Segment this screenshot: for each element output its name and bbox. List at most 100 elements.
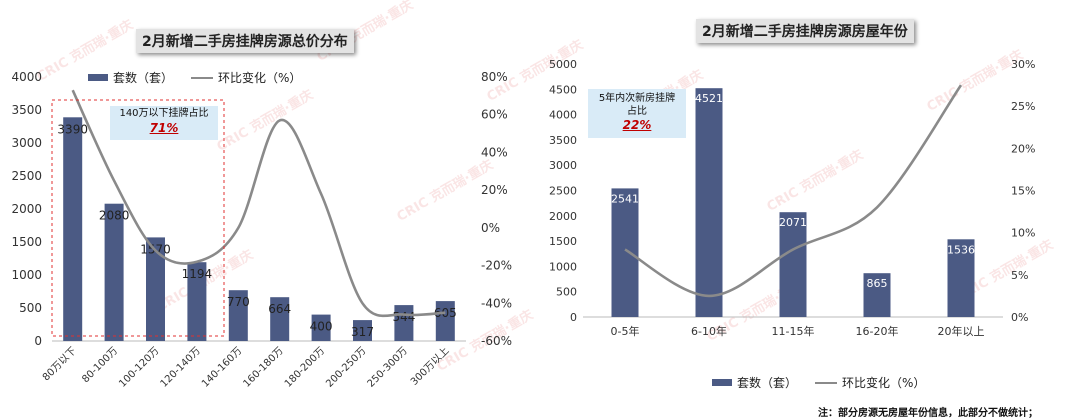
bar xyxy=(228,290,248,341)
y-tick-label: 3000 xyxy=(549,159,577,172)
bar-value-label: 1194 xyxy=(182,267,213,281)
bar-value-label: 664 xyxy=(268,302,291,316)
x-tick-label: 20年以上 xyxy=(938,324,985,338)
bar-value-label: 865 xyxy=(867,277,888,290)
bar-value-label: 2541 xyxy=(611,192,639,205)
legend-line-label: 环比变化（%） xyxy=(218,71,302,85)
bar xyxy=(146,237,165,341)
right-chart-svg: 0 500 1000 1500 2000 2500 3000 3500 4000 4500 5000… xyxy=(549,58,1035,338)
y-tick-label: 3000 xyxy=(11,136,42,150)
left-chart-svg: 0 500 1000 1500 2000 2500 3000 3500 4000 -60% -40%… xyxy=(11,70,512,390)
y-tick-label: 1000 xyxy=(11,268,42,282)
bar xyxy=(863,273,891,317)
right-callout-pct: 22% xyxy=(622,118,652,132)
bar xyxy=(104,203,124,341)
legend-line-label: 环比变化（%） xyxy=(842,376,926,390)
y2-tick-label: 20% xyxy=(1011,142,1035,155)
bar xyxy=(435,301,455,341)
left-chart-panel: 2月新增二手房挂牌房源总价分布 套数（套） 环比变化（%） 0 500 1000 15… xyxy=(11,29,512,390)
legend-bar-swatch xyxy=(712,379,732,386)
footnote: 注：部分房源无房屋年份信息，此部分不做统计； xyxy=(818,408,1038,419)
bar xyxy=(947,239,975,317)
y-tick-label: 2000 xyxy=(11,202,42,216)
y2-tick-label: 80% xyxy=(481,70,508,84)
x-tick-label: 80-100万 xyxy=(80,345,120,385)
left-callout: 140万以下挂牌占比 71% xyxy=(110,106,218,140)
y2-tick-label: -60% xyxy=(481,334,512,348)
y2-tick-label: 0% xyxy=(481,221,500,235)
bar-value-label: 2080 xyxy=(99,209,130,223)
y-tick-label: 500 xyxy=(556,286,577,299)
y-tick-label: 3500 xyxy=(549,134,577,147)
bar-value-label: 3390 xyxy=(57,122,88,136)
y-tick-label: 500 xyxy=(19,301,42,315)
x-tick-label: 0-5年 xyxy=(611,324,640,338)
bar-value-label: 770 xyxy=(227,295,250,309)
bar xyxy=(311,314,331,341)
y-tick-label: 4500 xyxy=(549,83,577,96)
y-tick-label: 4000 xyxy=(549,109,577,122)
left-callout-pct: 71% xyxy=(149,120,179,135)
bar-value-label: 400 xyxy=(310,320,333,334)
change-line xyxy=(71,89,446,318)
right-legend: 套数（套） 环比变化（%） xyxy=(712,374,925,391)
bar-value-label: 4521 xyxy=(695,92,723,105)
bar xyxy=(187,262,207,341)
y2-tick-label: 15% xyxy=(1011,185,1035,198)
legend-bar-label: 套数（套） xyxy=(113,71,174,85)
x-tick-label: 300万以上 xyxy=(408,345,451,388)
bar-value-label: 544 xyxy=(392,310,415,324)
legend-line-swatch xyxy=(191,76,214,79)
right-chart-title: 2月新增二手房挂牌房源房屋年份 xyxy=(696,19,914,43)
x-tick-label: 140-160万 xyxy=(200,345,244,389)
x-tick-label: 16-20年 xyxy=(856,324,899,338)
y-tick-label: 2000 xyxy=(549,210,577,223)
bar xyxy=(270,297,290,341)
y2-tick-label: 5% xyxy=(1011,269,1028,282)
y-tick-label: 1000 xyxy=(549,260,577,273)
right-callout-text-2: 占比 xyxy=(627,105,647,117)
y2-tick-label: 30% xyxy=(1011,58,1035,71)
y-tick-label: 0 xyxy=(570,311,577,324)
x-tick-label: 160-180万 xyxy=(241,345,285,389)
y2-tick-label: -20% xyxy=(481,259,512,273)
x-tick-label: 200-250万 xyxy=(324,345,368,389)
x-tick-label: 6-10年 xyxy=(691,324,727,338)
y2-tick-label: 40% xyxy=(481,145,508,159)
y2-tick-label: 0% xyxy=(1011,311,1028,324)
left-chart-title: 2月新增二手房挂牌房源总价分布 xyxy=(136,29,354,53)
y-tick-label: 5000 xyxy=(549,58,577,71)
y-tick-label: 1500 xyxy=(549,235,577,248)
x-tick-label: 180-200万 xyxy=(283,345,327,389)
bar xyxy=(695,88,723,317)
y2-tick-label: -40% xyxy=(481,296,512,310)
bar xyxy=(779,212,807,317)
x-tick-label: 11-15年 xyxy=(772,324,815,338)
y2-tick-label: 25% xyxy=(1011,100,1035,113)
y-tick-label: 4000 xyxy=(11,70,42,84)
x-tick-label: 80万以下 xyxy=(41,345,79,383)
y-tick-label: 0 xyxy=(34,334,42,348)
highlight-box xyxy=(51,99,225,337)
x-tick-label: 120-140万 xyxy=(159,345,203,389)
bar xyxy=(63,117,83,341)
bar xyxy=(353,320,372,341)
x-tick-label: 250-300万 xyxy=(366,345,410,389)
left-callout-text: 140万以下挂牌占比 xyxy=(119,108,209,119)
right-callout: 5年内次新房挂牌 占比 22% xyxy=(588,89,686,138)
y-tick-label: 1500 xyxy=(11,235,42,249)
y-tick-label: 3500 xyxy=(11,103,42,117)
x-tick-label: 100-120万 xyxy=(117,345,161,389)
left-legend: 套数（套） 环比变化（%） xyxy=(88,69,301,86)
bar-value-label: 2071 xyxy=(779,216,807,229)
y2-tick-label: 10% xyxy=(1011,227,1035,240)
bar xyxy=(611,188,639,317)
y-tick-label: 2500 xyxy=(549,185,577,198)
y2-tick-label: 60% xyxy=(481,108,508,122)
bar-value-label: 317 xyxy=(351,325,374,339)
legend-bar-swatch xyxy=(88,74,108,81)
legend-line-swatch xyxy=(815,381,838,384)
y-tick-label: 2500 xyxy=(11,169,42,183)
right-chart-panel: 2月新增二手房挂牌房源房屋年份 0 500 1000 1500 2000 2500 3000… xyxy=(540,0,1080,419)
y2-tick-label: 20% xyxy=(481,183,508,197)
